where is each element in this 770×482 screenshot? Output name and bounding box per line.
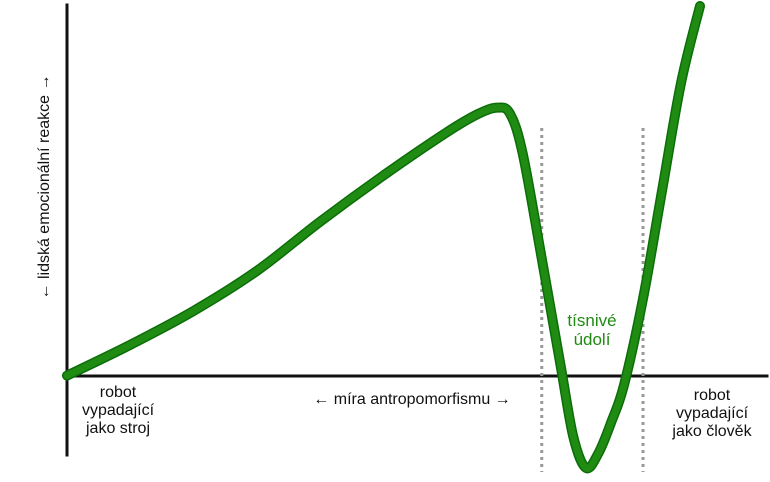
valley-label-line: tísnivé bbox=[567, 311, 616, 330]
right-category-label-line: vypadající bbox=[676, 405, 749, 422]
valley-label-line: údolí bbox=[574, 330, 611, 349]
left-category-label-line: jako stroj bbox=[85, 420, 150, 437]
right-category-label-line: jako člověk bbox=[671, 423, 752, 440]
x-axis-label: ← míra antropomorfismu → bbox=[313, 391, 510, 408]
left-category-label-line: vypadající bbox=[82, 402, 155, 419]
y-axis-label: ← lidská emocionální reakce → bbox=[36, 75, 53, 300]
curve-line bbox=[63, 2, 704, 472]
right-category-label-line: robot bbox=[694, 387, 731, 404]
left-category-label-line: robot bbox=[100, 384, 137, 401]
